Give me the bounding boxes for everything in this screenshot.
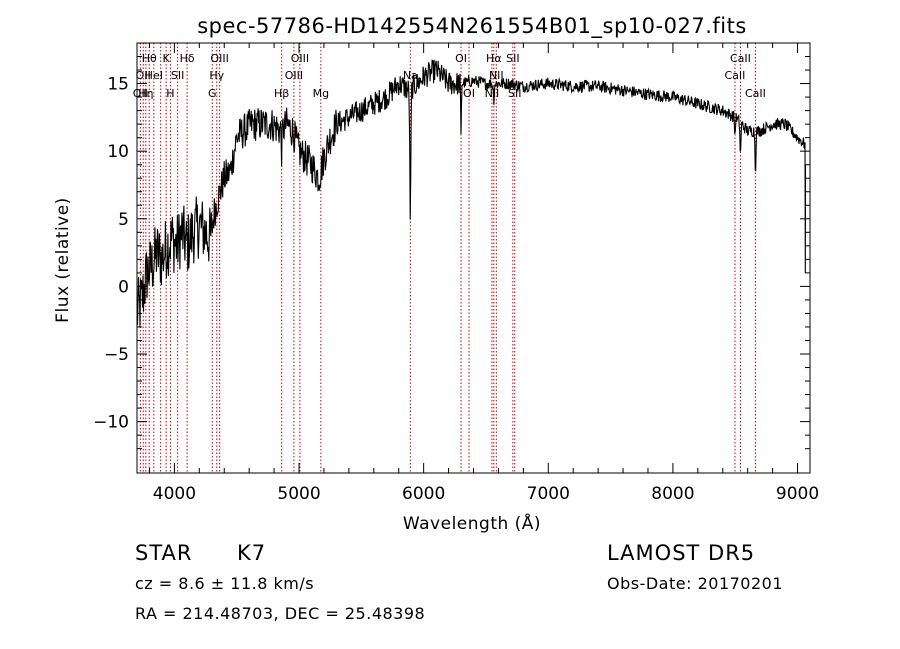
line-marker-label: OI bbox=[463, 87, 475, 100]
spectrum-line bbox=[136, 59, 807, 327]
line-marker-label: Hδ bbox=[180, 52, 195, 65]
x-tick-label: 5000 bbox=[277, 484, 320, 504]
y-tick-label: −10 bbox=[93, 413, 129, 433]
line-marker-label: Hβ bbox=[274, 87, 289, 100]
line-marker-label: NII bbox=[489, 69, 504, 82]
object-class: STAR bbox=[135, 541, 193, 565]
line-marker-label: CaII bbox=[745, 87, 766, 100]
line-marker-label: OII bbox=[136, 69, 151, 82]
line-marker-label: CaII bbox=[725, 69, 746, 82]
line-marker-label: OIII bbox=[210, 52, 228, 65]
line-marker-label: Hθ bbox=[142, 52, 157, 65]
survey-name: LAMOST DR5 bbox=[607, 541, 756, 565]
y-axis-ticks: −10 −5 0 5 10 15 bbox=[93, 56, 810, 450]
y-tick-label: 10 bbox=[107, 142, 129, 162]
x-tick-label: 7000 bbox=[527, 484, 570, 504]
x-axis-label: Wavelength (Å) bbox=[403, 512, 541, 534]
line-marker-label: OI bbox=[455, 52, 467, 65]
obs-date: Obs-Date: 20170201 bbox=[607, 574, 784, 593]
line-marker-label: NII bbox=[485, 87, 500, 100]
line-marker-label: CaII bbox=[730, 52, 751, 65]
x-tick-label: 4000 bbox=[153, 484, 196, 504]
line-marker-label: HeI bbox=[145, 69, 163, 82]
x-tick-label: 6000 bbox=[402, 484, 445, 504]
y-axis-label: Flux (relative) bbox=[53, 197, 73, 323]
object-subclass: K7 bbox=[237, 541, 267, 565]
chart-title: spec-57786-HD142554N261554B01_sp10-027.f… bbox=[197, 14, 747, 39]
line-marker-label: Hη bbox=[138, 87, 153, 100]
line-marker-label: Mg bbox=[313, 87, 329, 100]
line-marker-label: OIII bbox=[291, 52, 309, 65]
x-axis-ticks: 4000 5000 6000 7000 8000 9000 bbox=[148, 43, 819, 504]
y-tick-label: 5 bbox=[118, 210, 129, 230]
line-marker-label: SII bbox=[506, 52, 519, 65]
line-marker-label: SII bbox=[171, 69, 184, 82]
y-tick-label: −5 bbox=[104, 345, 129, 365]
line-marker-label: H bbox=[166, 87, 174, 100]
line-marker-label: Hγ bbox=[209, 69, 224, 82]
x-tick-label: 8000 bbox=[651, 484, 694, 504]
x-tick-label: 9000 bbox=[776, 484, 819, 504]
y-tick-label: 15 bbox=[107, 75, 129, 95]
line-marker-label: K bbox=[163, 52, 171, 65]
coordinates: RA = 214.48703, DEC = 25.48398 bbox=[135, 604, 426, 623]
line-marker-label: G bbox=[208, 87, 217, 100]
line-marker-label: Hα bbox=[486, 52, 502, 65]
line-markers bbox=[139, 43, 756, 473]
line-marker-label: OIII bbox=[285, 69, 303, 82]
y-tick-label: 0 bbox=[118, 277, 129, 297]
redshift-readout: cz = 8.6 ± 11.8 km/s bbox=[135, 574, 315, 593]
